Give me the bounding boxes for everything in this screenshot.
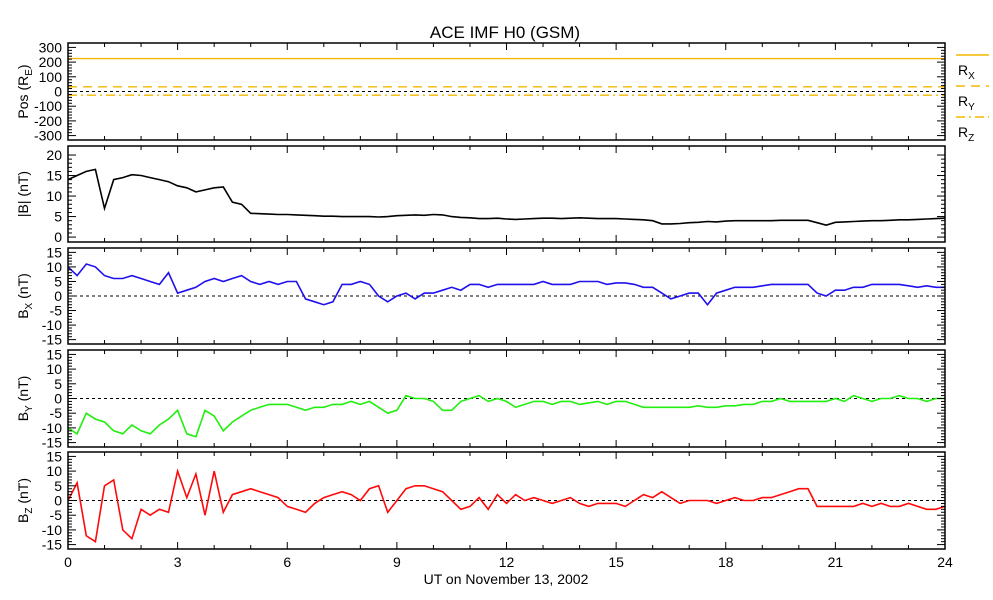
y-label-suffix: (nT): [15, 273, 31, 303]
y-tick-label: 15: [46, 168, 62, 184]
y-tick-label: 5: [54, 376, 62, 392]
y-label-sub: Y: [24, 405, 35, 412]
y-tick-label: 5: [54, 209, 62, 225]
y-tick-label: 0: [54, 493, 62, 509]
legend-sub: X: [968, 71, 975, 82]
y-axis-label-by: BY (nT): [15, 376, 35, 422]
y-tick-label: -200: [34, 113, 62, 129]
x-tick-label: 3: [174, 554, 182, 570]
x-tick-label: 21: [828, 554, 844, 570]
y-tick-label: 20: [46, 147, 62, 163]
y-label-main: Pos (R: [15, 76, 31, 119]
y-tick-label: 100: [39, 69, 63, 85]
y-tick-label: -15: [42, 537, 62, 553]
y-axis-label-bmag: |B| (nT): [15, 171, 31, 217]
y-label-main: B: [15, 514, 31, 523]
y-tick-label: -5: [50, 405, 63, 421]
legend-sub: Y: [968, 102, 975, 113]
y-tick-label: -15: [42, 332, 62, 348]
x-axis-label: UT on November 13, 2002: [424, 571, 589, 587]
series-by-0: [67, 394, 945, 438]
panel-frame: [67, 145, 946, 243]
y-tick-label: 10: [46, 361, 62, 377]
y-label-suffix: (nT): [15, 376, 31, 406]
legend-name: R: [958, 62, 968, 78]
y-tick-label: 200: [39, 54, 63, 70]
legend-label-1: RY: [958, 93, 975, 113]
x-tick-label: 15: [608, 554, 624, 570]
y-label-suffix: (nT): [15, 478, 31, 508]
y-tick-label: 0: [54, 391, 62, 407]
y-label-main: |B| (nT): [15, 171, 31, 217]
y-tick-label: 10: [46, 259, 62, 275]
y-axis-label-pos: Pos (RE): [15, 64, 35, 118]
x-tick-label: 18: [718, 554, 734, 570]
x-tick-label: 0: [64, 554, 72, 570]
y-tick-label: 15: [46, 244, 62, 260]
y-label-suffix: ): [15, 64, 31, 69]
y-tick-label: -5: [50, 507, 63, 523]
y-tick-label: -100: [34, 98, 62, 114]
y-tick-label: 300: [39, 39, 63, 55]
y-tick-label: -10: [42, 317, 62, 333]
y-tick-label: -10: [42, 420, 62, 436]
series-bmag-0: [67, 168, 946, 227]
legend-sub: Z: [968, 133, 974, 144]
legend-name: R: [958, 93, 968, 109]
legend-label-2: RZ: [958, 124, 974, 144]
y-tick-label: 10: [46, 463, 62, 479]
y-tick-label: -10: [42, 522, 62, 538]
x-tick-label: 12: [499, 554, 515, 570]
y-axis-label-bx: BX (nT): [15, 273, 35, 319]
legend-label-0: RX: [958, 62, 975, 82]
y-tick-label: -5: [50, 303, 63, 319]
y-tick-label: 0: [54, 229, 62, 245]
y-tick-label: 10: [46, 188, 62, 204]
y-axis-label-bz: BZ (nT): [15, 478, 35, 523]
y-label-sub: X: [24, 302, 35, 309]
x-tick-label: 6: [283, 554, 291, 570]
y-tick-label: -300: [34, 128, 62, 144]
y-tick-label: 15: [46, 346, 62, 362]
x-tick-label: 24: [937, 554, 953, 570]
y-tick-label: 0: [54, 84, 62, 100]
y-label-main: B: [15, 412, 31, 421]
legend-name: R: [958, 124, 968, 140]
y-tick-label: 5: [54, 478, 62, 494]
x-tick-label: 9: [393, 554, 401, 570]
chart-title: ACE IMF H0 (GSM): [430, 23, 580, 42]
panel-bmag: 20 15 10 5 0 |B| (nT): [15, 145, 946, 245]
y-label-sub: Z: [24, 508, 35, 514]
y-label-main: B: [15, 309, 31, 318]
y-tick-label: -15: [42, 435, 62, 451]
y-tick-label: 5: [54, 273, 62, 289]
y-tick-label: 0: [54, 288, 62, 304]
y-tick-label: 15: [46, 448, 62, 464]
y-label-sub: E: [24, 69, 35, 76]
series-bx-0: [67, 263, 945, 306]
series-bz-0: [67, 468, 946, 544]
